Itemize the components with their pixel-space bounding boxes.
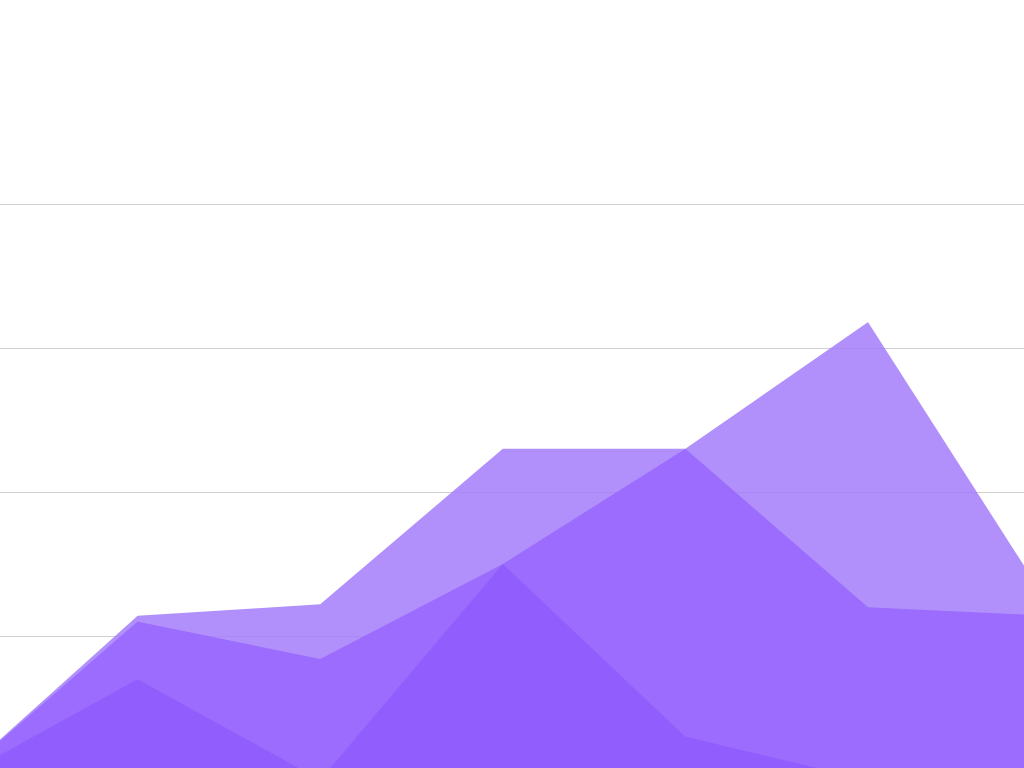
series-layer — [0, 322, 1024, 768]
area-series-3 — [0, 564, 818, 768]
